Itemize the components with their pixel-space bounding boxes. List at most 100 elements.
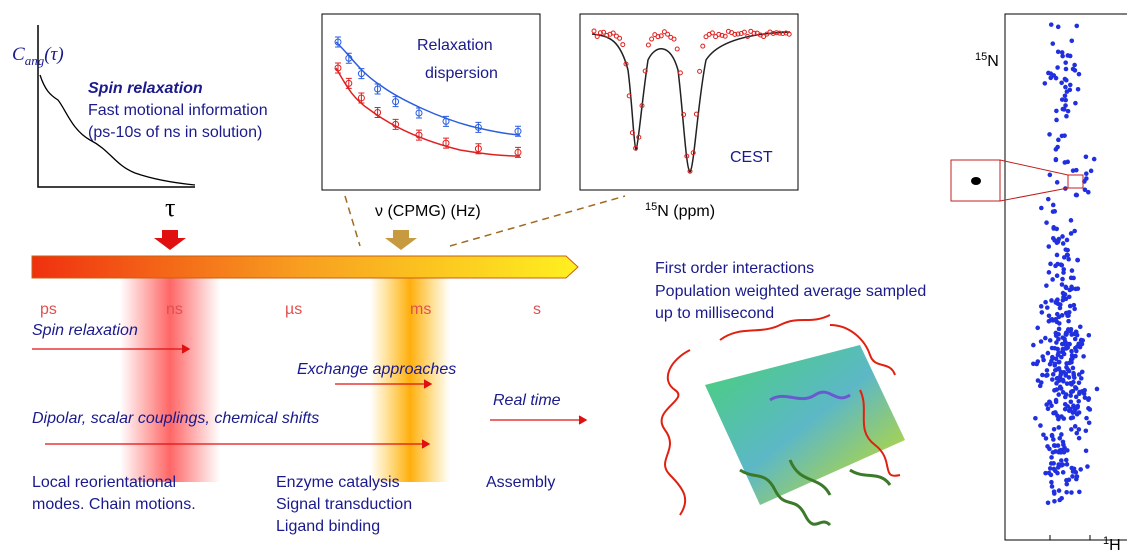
point: [671, 36, 677, 42]
spin-title: Spin relaxation: [88, 80, 203, 97]
hsqc-spectrum: 15N 1H: [950, 13, 1127, 552]
peak: [1054, 180, 1060, 185]
peak: [1044, 402, 1049, 407]
peak: [1040, 354, 1046, 359]
peak: [1057, 497, 1062, 503]
point: [745, 33, 751, 39]
arrow: [490, 415, 588, 425]
peak: [1056, 137, 1061, 143]
point: [594, 34, 600, 40]
peak: [1063, 457, 1069, 463]
ns-glow: [120, 272, 220, 482]
peak: [1063, 84, 1068, 90]
axes: [37, 25, 195, 188]
red-fit: [335, 67, 521, 157]
peak: [1063, 97, 1068, 103]
point: [761, 34, 767, 40]
point: [345, 54, 353, 62]
peak: [1085, 464, 1090, 469]
point: [514, 127, 522, 135]
point: [474, 145, 482, 153]
point: [474, 123, 482, 131]
peak: [1061, 267, 1067, 272]
peak: [1049, 298, 1054, 303]
arrow: [45, 439, 431, 449]
peak: [1052, 368, 1058, 373]
peak: [1051, 73, 1057, 78]
peak: [1043, 436, 1049, 441]
peak: [1066, 294, 1072, 300]
peak: [1070, 365, 1076, 371]
zoom-line: [999, 159, 1069, 202]
peak: [1059, 80, 1064, 86]
peak: [1070, 474, 1075, 479]
point: [334, 38, 342, 46]
peak: [1082, 187, 1088, 193]
peak: [1062, 401, 1068, 407]
peak: [1067, 53, 1073, 59]
arrow-label: Real time: [493, 392, 561, 409]
peak: [1052, 388, 1057, 393]
peak: [1073, 100, 1078, 106]
peak: [1062, 76, 1068, 82]
peak: [1058, 385, 1063, 391]
peak: [1045, 444, 1050, 449]
peak: [1063, 66, 1069, 72]
peak: [1059, 282, 1065, 287]
peak: [1084, 415, 1089, 421]
cest-plot: CEST: [579, 13, 799, 191]
peak: [1056, 449, 1062, 455]
peak: [1060, 377, 1066, 383]
point: [690, 150, 696, 156]
peak: [1083, 171, 1089, 176]
peak: [1086, 189, 1091, 195]
point: [735, 31, 741, 37]
peak: [1086, 397, 1091, 403]
peak: [1045, 406, 1051, 412]
peak: [1059, 262, 1065, 268]
peak: [1052, 443, 1058, 448]
peak: [1039, 310, 1045, 315]
peak: [1060, 53, 1065, 59]
peak: [1071, 302, 1077, 308]
peak: [1069, 353, 1075, 358]
interaction-text: up to millisecond: [655, 305, 774, 322]
peak: [1070, 469, 1076, 474]
peak: [1068, 360, 1074, 365]
peak: [1038, 304, 1044, 309]
peak: [1051, 426, 1057, 432]
point: [610, 30, 616, 36]
point: [633, 145, 639, 151]
process: Assembly: [486, 474, 555, 491]
peak: [1055, 65, 1060, 70]
peak: [1077, 489, 1082, 495]
point: [626, 93, 632, 99]
chain: [660, 314, 901, 516]
point: [392, 98, 400, 106]
peak: [1068, 218, 1074, 223]
peak: [1046, 270, 1052, 275]
point: [374, 85, 382, 93]
peak: [1063, 296, 1069, 302]
point: [716, 31, 722, 37]
x-label: 15N (ppm): [645, 201, 715, 220]
peak: [1074, 430, 1080, 436]
peak: [1054, 340, 1059, 345]
peak: [1039, 205, 1044, 211]
peak: [1056, 366, 1062, 371]
peak: [1055, 352, 1061, 358]
peak: [1063, 346, 1069, 351]
chain: [739, 459, 892, 527]
point: [642, 68, 648, 74]
point: [773, 30, 779, 36]
peak: [1056, 425, 1062, 430]
peak: [1052, 410, 1058, 415]
interaction-text: Population weighted average sampled: [655, 283, 926, 300]
plot-frame: [321, 13, 541, 191]
peak: [1064, 462, 1070, 467]
peak: [1056, 321, 1062, 326]
peak: [1071, 403, 1076, 409]
point: [700, 43, 706, 49]
point: [655, 34, 661, 40]
peak: [1075, 257, 1081, 263]
